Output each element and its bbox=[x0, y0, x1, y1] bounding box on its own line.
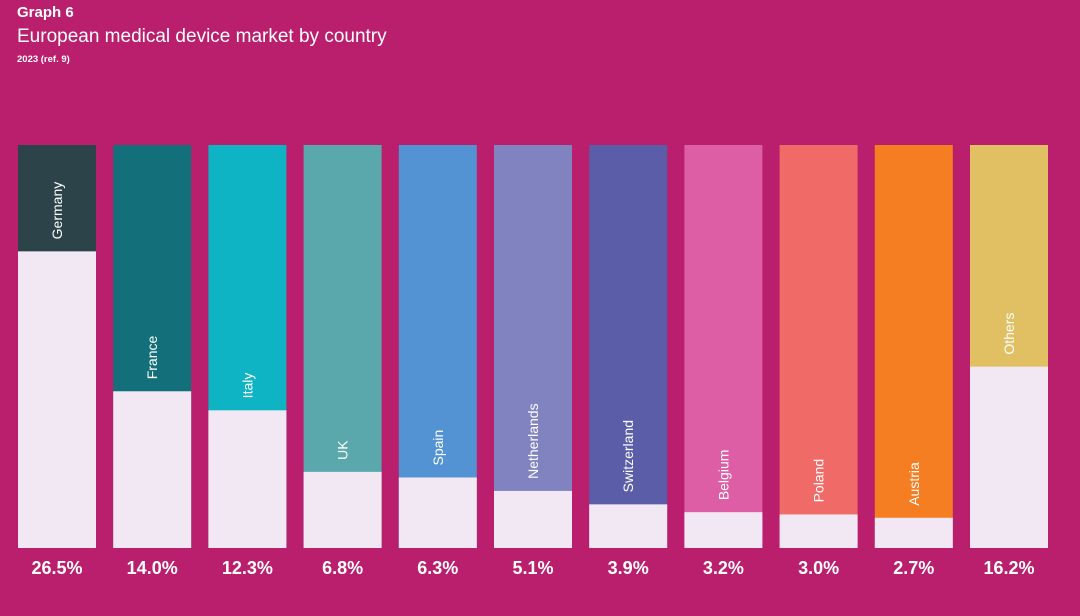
graph-label: Graph 6 bbox=[17, 4, 74, 21]
value-label-italy: 12.3% bbox=[222, 558, 273, 578]
category-label-germany: Germany bbox=[49, 182, 65, 240]
bar-column-netherlands bbox=[494, 145, 572, 548]
value-label-austria: 2.7% bbox=[893, 558, 934, 578]
bar-value-netherlands bbox=[494, 490, 572, 548]
bar-value-france bbox=[113, 391, 192, 548]
value-label-poland: 3.0% bbox=[798, 558, 839, 578]
value-label-others: 16.2% bbox=[983, 558, 1034, 578]
category-label-italy: Italy bbox=[239, 373, 255, 399]
bar-value-others bbox=[970, 366, 1048, 548]
bar-value-austria bbox=[874, 517, 953, 548]
bar-column-switzerland bbox=[589, 145, 668, 548]
category-label-switzerland: Switzerland bbox=[620, 420, 636, 492]
category-label-spain: Spain bbox=[430, 430, 446, 466]
bar-column-austria bbox=[874, 145, 953, 548]
value-label-germany: 26.5% bbox=[31, 558, 82, 578]
bar-value-italy bbox=[208, 410, 287, 548]
bar-value-germany bbox=[18, 251, 96, 548]
chart-title: European medical device market by countr… bbox=[17, 26, 387, 47]
bar-value-uk bbox=[303, 471, 382, 548]
chart-subtitle: 2023 (ref. 9) bbox=[17, 54, 70, 65]
category-label-poland: Poland bbox=[811, 459, 827, 503]
value-label-france: 14.0% bbox=[127, 558, 178, 578]
value-label-uk: 6.8% bbox=[322, 558, 363, 578]
value-label-netherlands: 5.1% bbox=[512, 558, 553, 578]
value-label-switzerland: 3.9% bbox=[608, 558, 649, 578]
bar-value-spain bbox=[398, 477, 477, 548]
category-label-netherlands: Netherlands bbox=[525, 403, 541, 479]
value-label-spain: 6.3% bbox=[417, 558, 458, 578]
value-label-belgium: 3.2% bbox=[703, 558, 744, 578]
bar-value-belgium bbox=[684, 512, 763, 548]
bar-value-poland bbox=[779, 514, 858, 548]
category-label-france: France bbox=[144, 335, 160, 379]
bar-column-belgium bbox=[684, 145, 763, 548]
category-label-belgium: Belgium bbox=[715, 450, 731, 501]
category-label-others: Others bbox=[1001, 313, 1017, 355]
category-label-uk: UK bbox=[335, 440, 351, 460]
bar-column-poland bbox=[779, 145, 858, 548]
bar-value-switzerland bbox=[589, 504, 668, 548]
category-label-austria: Austria bbox=[906, 462, 922, 506]
